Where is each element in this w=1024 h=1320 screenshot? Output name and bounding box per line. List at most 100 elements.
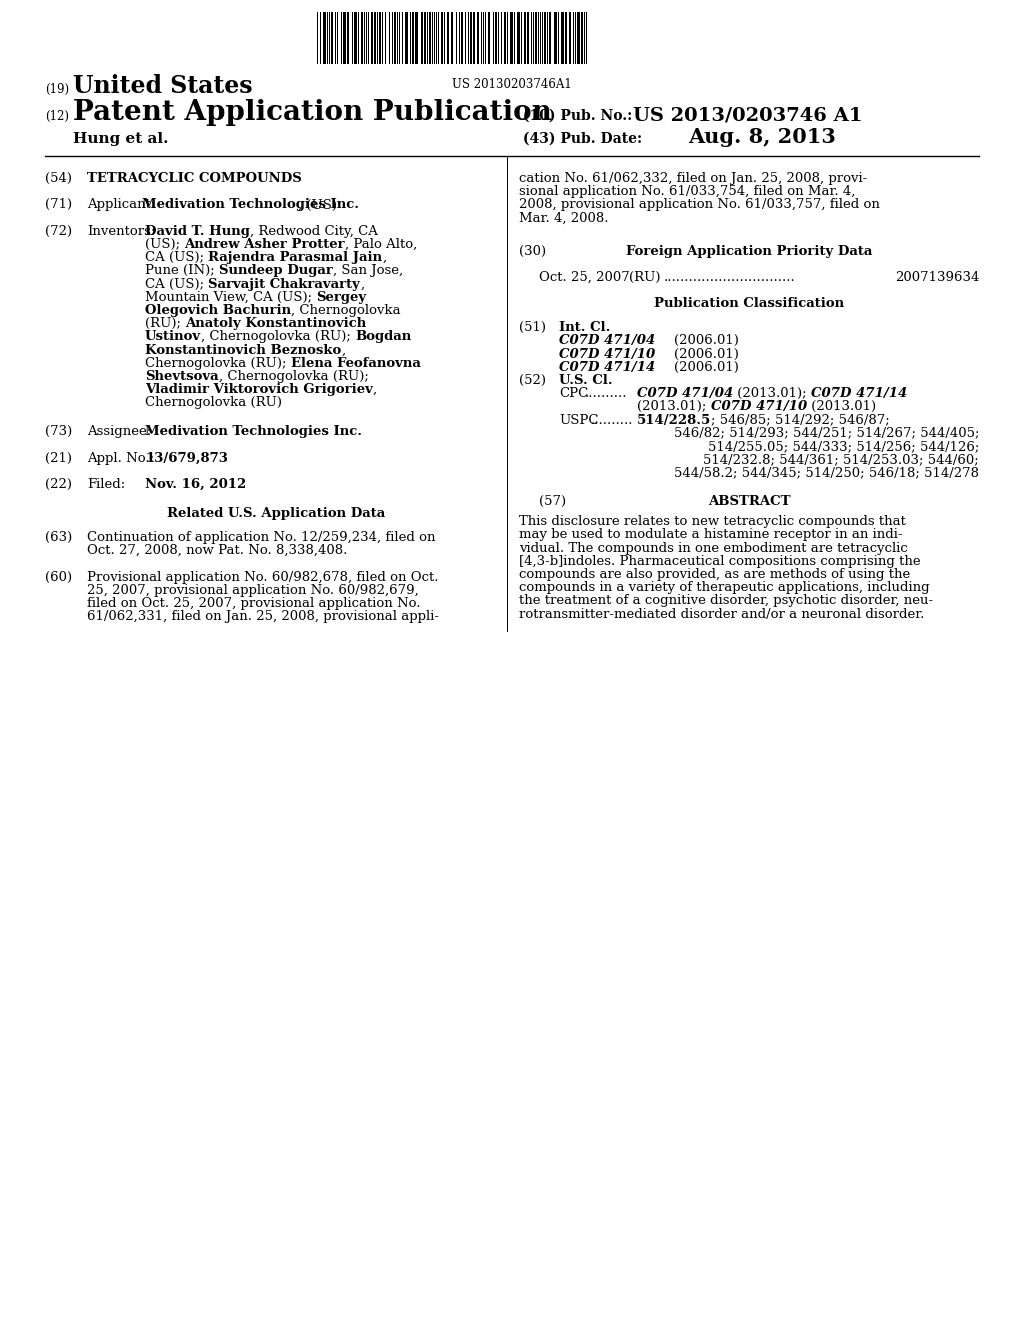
Bar: [535, 12, 537, 63]
Text: United States: United States: [73, 74, 253, 98]
Text: US 2013/0203746 A1: US 2013/0203746 A1: [633, 106, 862, 124]
Text: may be used to modulate a histamine receptor in an indi-: may be used to modulate a histamine rece…: [519, 528, 902, 541]
Text: Chernogolovka (RU);: Chernogolovka (RU);: [145, 356, 291, 370]
Text: ..........: ..........: [585, 387, 628, 400]
Text: Elena Feofanovna: Elena Feofanovna: [291, 356, 421, 370]
Text: (72): (72): [45, 224, 72, 238]
Text: Olegovich Bachurin: Olegovich Bachurin: [145, 304, 291, 317]
Text: Mountain View, CA (US);: Mountain View, CA (US);: [145, 290, 316, 304]
Text: Sergey: Sergey: [316, 290, 367, 304]
Bar: [406, 12, 408, 63]
Text: , Chernogolovka (RU);: , Chernogolovka (RU);: [201, 330, 355, 343]
Bar: [510, 12, 513, 63]
Text: , Chernogolovka: , Chernogolovka: [291, 304, 400, 317]
Text: C07D 471/04: C07D 471/04: [559, 334, 655, 347]
Text: (US);: (US);: [145, 238, 184, 251]
Text: 544/58.2; 544/345; 514/250; 546/18; 514/278: 544/58.2; 544/345; 514/250; 546/18; 514/…: [674, 466, 979, 479]
Bar: [561, 12, 564, 63]
Text: 25, 2007, provisional application No. 60/982,679,: 25, 2007, provisional application No. 60…: [87, 583, 419, 597]
Text: Bogdan: Bogdan: [355, 330, 412, 343]
Text: US 20130203746A1: US 20130203746A1: [453, 78, 571, 91]
Text: ..........: ..........: [591, 413, 634, 426]
Bar: [549, 12, 551, 63]
Bar: [477, 12, 479, 63]
Text: Oct. 25, 2007: Oct. 25, 2007: [539, 271, 630, 284]
Bar: [488, 12, 490, 63]
Text: (2013.01): (2013.01): [807, 400, 876, 413]
Text: This disclosure relates to new tetracyclic compounds that: This disclosure relates to new tetracycl…: [519, 515, 906, 528]
Text: Nov. 16, 2012: Nov. 16, 2012: [145, 478, 246, 491]
Text: (60): (60): [45, 570, 72, 583]
Bar: [429, 12, 431, 63]
Text: , Chernogolovka (RU);: , Chernogolovka (RU);: [219, 370, 369, 383]
Text: Foreign Application Priority Data: Foreign Application Priority Data: [626, 244, 872, 257]
Text: (73): (73): [45, 425, 73, 438]
Text: CA (US);: CA (US);: [145, 277, 208, 290]
Text: C07D 471/10: C07D 471/10: [559, 347, 655, 360]
Bar: [412, 12, 414, 63]
Text: (RU): (RU): [629, 271, 660, 284]
Text: Chernogolovka (RU): Chernogolovka (RU): [145, 396, 282, 409]
Bar: [441, 12, 443, 63]
Text: 514/232.8; 544/361; 514/253.03; 544/60;: 514/232.8; 544/361; 514/253.03; 544/60;: [703, 453, 979, 466]
Text: (10) Pub. No.:: (10) Pub. No.:: [523, 110, 632, 123]
Text: Medivation Technologies Inc.: Medivation Technologies Inc.: [145, 425, 362, 438]
Text: Patent Application Publication: Patent Application Publication: [73, 99, 552, 125]
Text: 546/82; 514/293; 544/251; 514/267; 544/405;: 546/82; 514/293; 544/251; 514/267; 544/4…: [674, 426, 979, 440]
Bar: [461, 12, 463, 63]
Text: cation No. 61/062,332, filed on Jan. 25, 2008, provi-: cation No. 61/062,332, filed on Jan. 25,…: [519, 172, 867, 185]
Text: (2006.01): (2006.01): [674, 347, 739, 360]
Text: USPC: USPC: [559, 413, 598, 426]
Text: , Palo Alto,: , Palo Alto,: [345, 238, 417, 251]
Text: Assignee:: Assignee:: [87, 425, 152, 438]
Text: Oct. 27, 2008, now Pat. No. 8,338,408.: Oct. 27, 2008, now Pat. No. 8,338,408.: [87, 544, 347, 557]
Text: 61/062,331, filed on Jan. 25, 2008, provisional appli-: 61/062,331, filed on Jan. 25, 2008, prov…: [87, 610, 439, 623]
Text: (43) Pub. Date:: (43) Pub. Date:: [523, 132, 642, 147]
Text: Appl. No.:: Appl. No.:: [87, 451, 155, 465]
Text: (2006.01): (2006.01): [674, 360, 739, 374]
Text: 514/255.05; 544/333; 514/256; 544/126;: 514/255.05; 544/333; 514/256; 544/126;: [708, 440, 979, 453]
Text: Hung et al.: Hung et al.: [73, 132, 169, 147]
Bar: [581, 12, 583, 63]
Text: Mar. 4, 2008.: Mar. 4, 2008.: [519, 211, 608, 224]
Text: ...............................: ...............................: [664, 271, 796, 284]
Text: 2008, provisional application No. 61/033,757, filed on: 2008, provisional application No. 61/033…: [519, 198, 880, 211]
Bar: [361, 12, 362, 63]
Text: ,: ,: [373, 383, 377, 396]
Bar: [569, 12, 571, 63]
Text: Shevtsova: Shevtsova: [145, 370, 219, 383]
Text: Related U.S. Application Data: Related U.S. Application Data: [167, 507, 385, 520]
Text: Sundeep Dugar: Sundeep Dugar: [219, 264, 333, 277]
Bar: [421, 12, 423, 63]
Text: (30): (30): [519, 244, 546, 257]
Text: Konstantinovich Beznosko: Konstantinovich Beznosko: [145, 343, 341, 356]
Bar: [527, 12, 529, 63]
Text: compounds are also provided, as are methods of using the: compounds are also provided, as are meth…: [519, 568, 910, 581]
Bar: [323, 12, 326, 63]
Bar: [379, 12, 381, 63]
Bar: [354, 12, 357, 63]
Bar: [504, 12, 506, 63]
Text: Int. Cl.: Int. Cl.: [559, 321, 610, 334]
Text: rotransmitter-mediated disorder and/or a neuronal disorder.: rotransmitter-mediated disorder and/or a…: [519, 607, 925, 620]
Text: , San Jose,: , San Jose,: [333, 264, 403, 277]
Bar: [524, 12, 526, 63]
Text: (54): (54): [45, 172, 72, 185]
Text: Andrew Asher Protter: Andrew Asher Protter: [184, 238, 345, 251]
Text: (22): (22): [45, 478, 72, 491]
Text: (63): (63): [45, 531, 73, 544]
Text: filed on Oct. 25, 2007, provisional application No.: filed on Oct. 25, 2007, provisional appl…: [87, 597, 421, 610]
Bar: [347, 12, 349, 63]
Bar: [415, 12, 418, 63]
Bar: [544, 12, 546, 63]
Text: C07D 471/14: C07D 471/14: [811, 387, 907, 400]
Text: Inventors:: Inventors:: [87, 224, 156, 238]
Text: [4,3-b]indoles. Pharmaceutical compositions comprising the: [4,3-b]indoles. Pharmaceutical compositi…: [519, 554, 921, 568]
Bar: [447, 12, 449, 63]
Bar: [451, 12, 453, 63]
Bar: [495, 12, 497, 63]
Text: Provisional application No. 60/982,678, filed on Oct.: Provisional application No. 60/982,678, …: [87, 570, 438, 583]
Text: Pune (IN);: Pune (IN);: [145, 264, 219, 277]
Text: vidual. The compounds in one embodiment are tetracyclic: vidual. The compounds in one embodiment …: [519, 541, 907, 554]
Text: Aug. 8, 2013: Aug. 8, 2013: [688, 127, 836, 147]
